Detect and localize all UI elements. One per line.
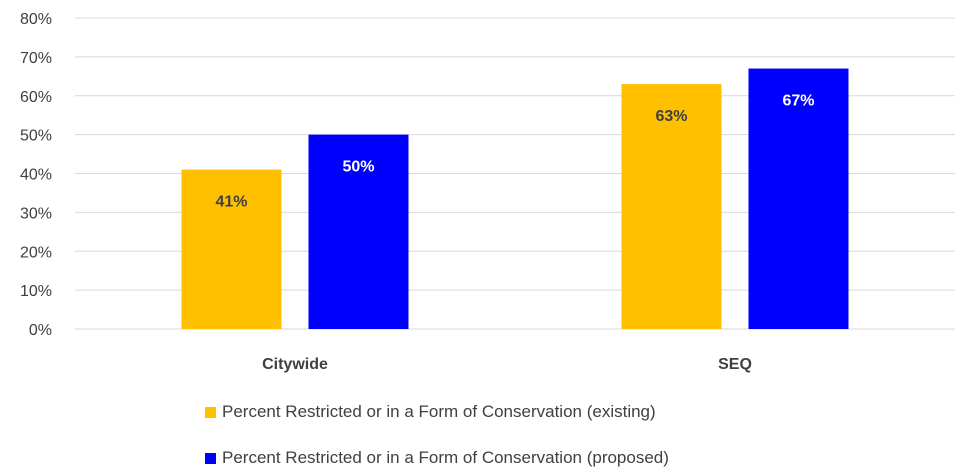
y-tick-label: 30% <box>20 205 52 222</box>
x-category-label: SEQ <box>718 356 752 373</box>
y-tick-label: 80% <box>20 11 52 28</box>
legend-item-existing: Percent Restricted or in a Form of Conse… <box>205 402 656 422</box>
data-label: 50% <box>342 159 374 176</box>
legend-swatch-existing <box>205 406 216 418</box>
y-tick-label: 40% <box>20 167 52 184</box>
bar-chart: 0% 10% 20% 30% 40% 50% 60% 70% 80% 41% 50% Citywide… <box>20 11 955 373</box>
y-tick-label: 10% <box>20 283 52 300</box>
y-tick-label: 60% <box>20 89 52 106</box>
data-label: 67% <box>782 93 814 110</box>
legend-label-existing: Percent Restricted or in a Form of Conse… <box>222 402 656 421</box>
x-category-label: Citywide <box>262 356 328 373</box>
y-tick-label: 70% <box>20 50 52 67</box>
bar <box>621 84 722 330</box>
legend-label-proposed: Percent Restricted or in a Form of Conse… <box>222 448 669 467</box>
data-label: 63% <box>655 108 687 125</box>
legend-swatch-proposed <box>205 452 216 464</box>
legend-item-proposed: Percent Restricted or in a Form of Conse… <box>205 448 669 468</box>
y-tick-label: 20% <box>20 244 52 261</box>
data-label: 41% <box>215 194 247 211</box>
bar <box>181 169 282 329</box>
bar <box>308 134 409 329</box>
y-tick-label: 0% <box>29 322 52 339</box>
bar <box>748 68 849 329</box>
y-tick-label: 50% <box>20 128 52 145</box>
